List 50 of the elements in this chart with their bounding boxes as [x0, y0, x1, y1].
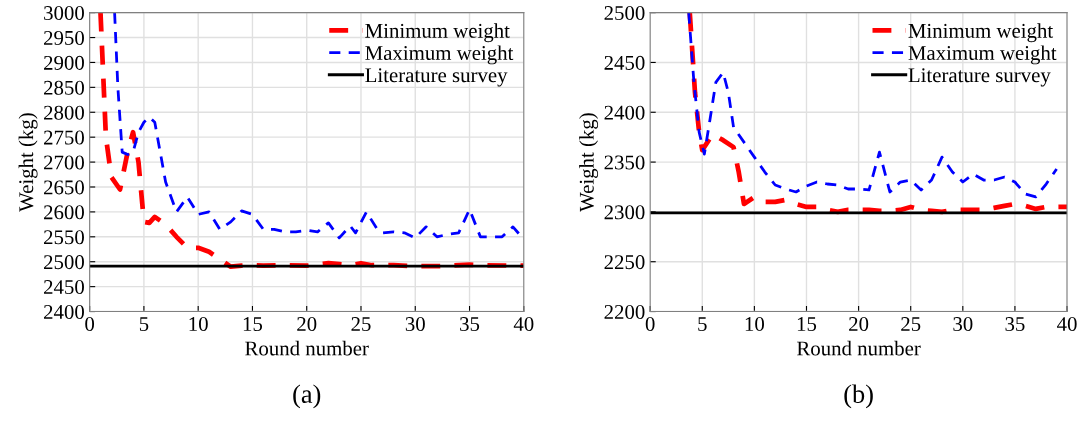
y-tick-label: 2350 [604, 155, 645, 170]
y-tick-label: 2200 [604, 304, 645, 319]
legend-label: Maximum weight [365, 45, 514, 65]
y-tick-label: 2850 [44, 80, 84, 95]
y-tick-label: 2450 [44, 280, 84, 295]
y-tick-label: 2650 [44, 180, 84, 195]
x-tick-label: 30 [405, 317, 425, 332]
x-tick-label: 0 [645, 317, 655, 332]
x-tick-label: 40 [1057, 317, 1077, 332]
x-tick-label: 20 [297, 317, 317, 332]
legend-label: Maximum weight [908, 45, 1057, 65]
x-tick-label: 10 [189, 317, 208, 332]
legend-label: Minimum weight [365, 23, 510, 43]
legend-label: Literature survey [365, 68, 508, 87]
y-axis-title: Weight (kg) [18, 113, 38, 212]
y-tick-label: 2300 [604, 205, 645, 220]
y-tick-label: 2950 [44, 30, 84, 45]
x-tick-label: 10 [745, 317, 764, 332]
x-axis-title: Round number [796, 340, 921, 356]
x-tick-label: 35 [1005, 317, 1025, 332]
x-tick-label: 25 [351, 317, 371, 332]
y-tick-label: 2400 [604, 105, 645, 120]
y-tick-label: 3000 [44, 6, 84, 21]
x-tick-label: 40 [513, 317, 534, 332]
x-tick-label: 25 [901, 317, 921, 332]
y-tick-label: 2800 [44, 105, 84, 120]
legend-label: Minimum weight [908, 23, 1054, 43]
x-tick-label: 5 [698, 317, 707, 332]
x-tick-label: 30 [953, 317, 973, 332]
text: (b) [844, 384, 873, 409]
y-tick-label: 2900 [44, 55, 84, 70]
x-tick-label: 35 [460, 317, 480, 332]
y-tick-label: 2550 [44, 230, 84, 245]
y-tick-label: 2750 [44, 130, 84, 145]
legend-label: Literature survey [908, 68, 1051, 87]
text: (a) [293, 384, 321, 409]
y-tick-label: 2250 [604, 255, 645, 270]
y-tick-label: 2500 [604, 6, 645, 21]
y-tick-label: 2400 [44, 304, 84, 319]
y-tick-label: 2450 [604, 55, 645, 70]
y-tick-label: 2500 [44, 255, 84, 270]
x-tick-label: 15 [243, 317, 263, 332]
y-tick-label: 2700 [44, 155, 84, 170]
x-axis-title: Round number [245, 340, 369, 356]
y-axis-title: Weight (kg) [579, 113, 599, 212]
x-tick-label: 15 [797, 317, 817, 332]
x-tick-label: 20 [849, 317, 869, 332]
x-tick-label: 0 [85, 317, 95, 332]
x-tick-label: 5 [139, 317, 149, 332]
y-tick-label: 2600 [44, 205, 84, 220]
